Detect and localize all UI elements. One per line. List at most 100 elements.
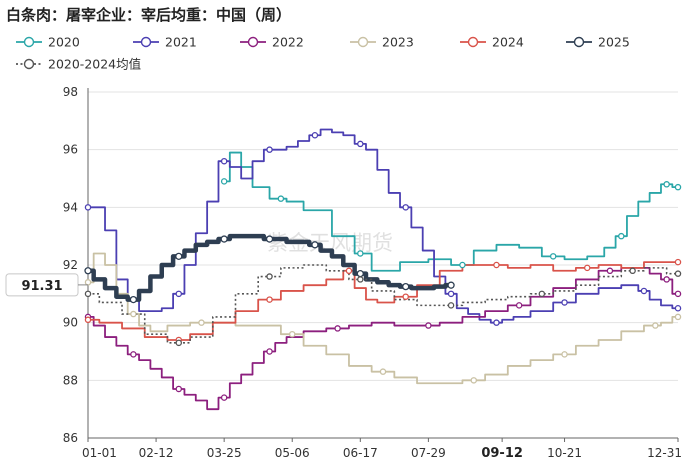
series-point-1 [84,204,92,211]
series-point-5 [356,269,364,278]
series-point-1 [640,287,648,295]
series-point-4 [583,264,591,272]
series-point-5 [447,281,455,289]
series-point-0 [459,261,466,269]
last-value-label: 91.31 [21,279,62,294]
series-point-0 [549,253,557,260]
x-tick-label: 07-29 [411,446,446,460]
legend-marker [357,36,369,48]
legend-label: 2024 [492,35,524,50]
series-point-6 [629,267,636,275]
y-tick-label: 90 [63,316,78,330]
x-tick-label: 05-06 [275,446,310,460]
marker-group [84,131,682,401]
series-point-1 [402,204,409,211]
legend-label: 2020-2024均值 [48,57,141,72]
legend-marker [247,36,259,48]
series-point-2 [220,394,228,401]
series-point-0 [674,183,682,191]
series-point-3 [84,279,92,286]
series-point-3 [561,351,568,358]
y-tick-label: 88 [63,373,78,387]
axes: 86 88 90 92 94 96 98 01-01 02-12 03-25 05-06 06-17 0… [63,85,682,461]
series-point-5 [129,295,138,304]
series-point-3 [130,310,137,318]
series-point-1 [220,157,228,165]
series-point-3 [198,319,205,326]
x-tick-label: 06-17 [343,446,378,460]
legend-label: 2023 [382,35,414,50]
series-point-2 [425,322,432,329]
legend-marker [467,36,479,48]
series-point-2 [175,385,183,393]
series-point-4 [493,261,500,269]
series-point-5 [402,282,410,291]
series-line-6 [88,264,678,344]
series-point-1 [175,290,183,298]
series-point-3 [470,377,478,384]
series-point-1 [493,319,500,326]
series-point-3 [652,322,659,329]
series-point-6 [357,276,364,283]
series-point-2 [515,302,523,309]
series-point-3 [288,330,296,338]
series-point-6 [84,290,92,298]
series-point-0 [618,232,625,240]
series-point-1 [447,290,455,298]
y-tick-label: 98 [63,85,78,99]
legend-label: 2025 [598,35,630,50]
series-point-2 [334,325,341,332]
series-point-4 [402,293,409,300]
series-point-6 [175,339,183,347]
x-tick-label: 03-25 [207,446,242,460]
series-point-6 [266,273,273,280]
series-point-3 [379,368,387,375]
y-tick-label: 86 [63,431,78,445]
legend: 2020 2021 2022 2023 2024 2025 2020-2024均值 [16,35,630,72]
series-point-2 [130,351,137,358]
y-tick-label: 94 [63,200,78,214]
series-point-5 [265,235,274,243]
series-point-0 [357,250,364,257]
series-point-5 [175,252,183,261]
series-line-3 [88,252,678,385]
legend-marker [23,36,35,48]
grid [88,91,678,439]
series-point-5 [84,267,92,275]
series-point-2 [663,276,670,283]
series-point-4 [84,316,92,324]
y-tick-label: 96 [63,143,78,157]
x-tick-label: 02-12 [139,446,174,460]
series-point-6 [447,302,455,309]
series-point-4 [674,258,682,266]
series-point-1 [357,140,364,148]
legend-label: 2021 [165,35,197,50]
series-point-5 [311,241,319,249]
y-tick-label: 92 [63,258,78,272]
series-point-1 [674,304,682,312]
legend-label: 2022 [272,35,304,50]
series-line-2 [88,266,678,411]
legend-label: 2020 [48,35,80,50]
series-point-5 [220,235,228,243]
x-tick-label: 01-01 [82,446,117,460]
series-point-1 [311,131,319,139]
series-point-2 [266,348,273,355]
series-point-0 [220,178,228,185]
series-point-1 [266,146,273,153]
legend-marker [23,58,35,70]
x-tick-label: 10-21 [547,446,582,460]
series-point-4 [345,267,353,275]
x-tick-label: 12-31 [647,446,682,460]
series-point-1 [561,299,568,306]
series-point-4 [266,296,273,303]
legend-marker [140,36,152,48]
x-tick-label-highlight: 09-12 [481,446,523,461]
series-point-3 [674,313,682,321]
legend-marker [573,36,585,48]
chart-title: 白条肉：屠宰企业：宰后均重：中国（周） [6,6,291,24]
series-point-0 [663,181,670,188]
series-point-6 [538,290,546,298]
series-point-2 [674,290,682,298]
